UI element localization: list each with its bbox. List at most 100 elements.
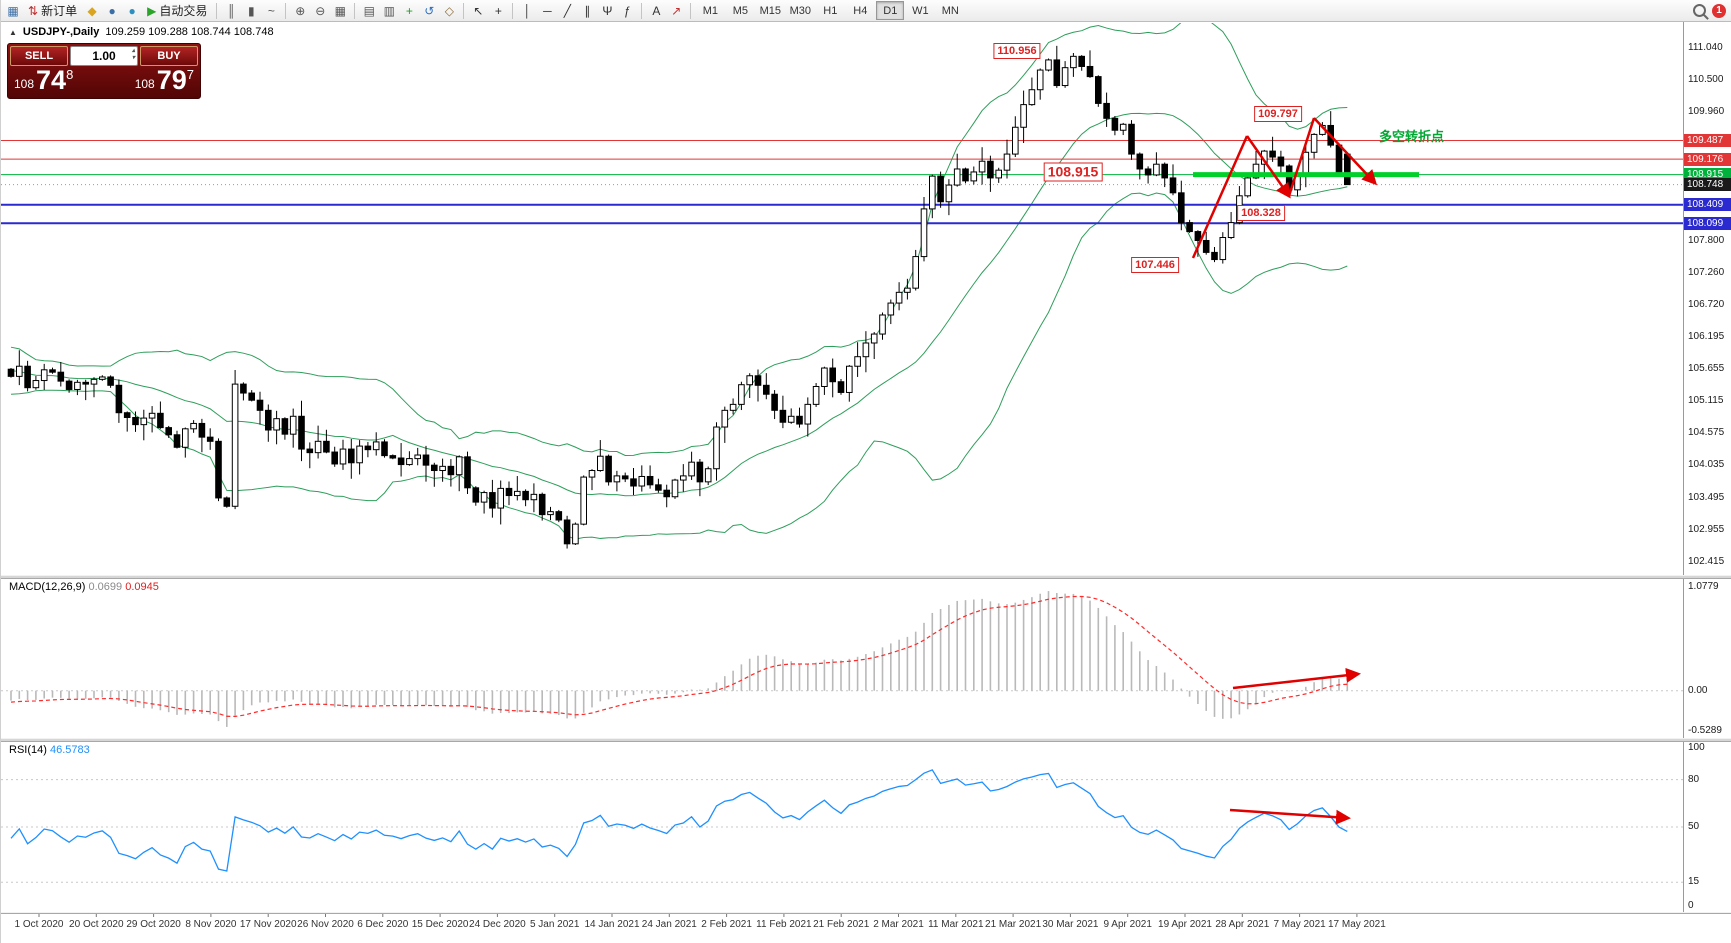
market-watch-icon[interactable]: ● [108, 3, 116, 18]
date-label: 2 Mar 2021 [873, 919, 924, 930]
navigator-icon[interactable]: ● [128, 3, 136, 18]
notification-badge[interactable]: 1 [1712, 3, 1726, 18]
date-label: 20 Oct 2020 [69, 919, 124, 930]
arrows-icon[interactable]: ↗ [671, 3, 682, 18]
rsi-scale-label: 50 [1688, 821, 1700, 832]
tile-windows-icon[interactable]: ▦ [334, 3, 346, 18]
pitchfork-icon[interactable]: Ψ [602, 3, 613, 18]
price-axis-label: 111.040 [1688, 42, 1723, 53]
date-label: 24 Jan 2021 [641, 919, 697, 930]
price-tag-109.487: 109.487 [1684, 134, 1731, 148]
price-axis-label: 105.115 [1688, 395, 1724, 407]
rsi-scale-label: 80 [1688, 773, 1700, 785]
candles-layer [7, 45, 1351, 549]
timeframe-m5[interactable]: M5 [732, 4, 748, 17]
price-tag-109.176: 109.176 [1684, 152, 1731, 166]
price-axis-label: 105.655 [1688, 362, 1725, 374]
arrange-windows-icon[interactable]: ▤ [363, 3, 375, 18]
timeframe-w1[interactable]: W1 [912, 4, 929, 17]
trendline-icon[interactable]: ╱ [563, 3, 571, 18]
timeframe-m30[interactable]: M30 [789, 4, 812, 17]
metaeditor-icon[interactable]: ◆ [87, 3, 97, 18]
collapse-icon[interactable]: ▲ [9, 27, 17, 37]
autotrading-button-label: 自动交易 [159, 4, 208, 18]
templates-icon[interactable]: ◇ [444, 3, 454, 18]
volume-spinner[interactable]: ▴ ▾ [132, 48, 135, 62]
cursor-icon[interactable]: ↖ [473, 3, 484, 18]
date-label: 24 Dec 2020 [469, 919, 526, 930]
main-price-panel [1, 23, 1683, 549]
macd-histogram [10, 591, 1349, 727]
volume-value: 1.00 [92, 49, 116, 63]
candlestick-icon[interactable]: ▮ [248, 3, 255, 18]
price-axis-label: 110.500 [1688, 74, 1724, 86]
toolbar-separator [354, 2, 356, 19]
price-axis-label: 103.495 [1688, 491, 1725, 503]
date-label: 1 Oct 2020 [14, 919, 64, 930]
rsi-scale-label: 100 [1688, 742, 1705, 753]
sell-button[interactable]: SELL [10, 46, 68, 66]
new-order-button[interactable]: ⇅ 新订单 [23, 2, 82, 20]
timeframe-h4[interactable]: H4 [853, 4, 868, 17]
new-chart-icon[interactable]: ▦ [7, 3, 19, 18]
macd-signal-line [10, 595, 1348, 718]
date-label: 28 Apr 2021 [1215, 919, 1270, 930]
toolbar-separator [641, 2, 643, 19]
fibonacci-icon[interactable]: ƒ [623, 3, 631, 18]
bollinger-upper-band [10, 23, 1348, 457]
new-order-button-label: 新订单 [41, 4, 78, 18]
search-icon[interactable] [1693, 4, 1706, 17]
toolbar-right: 1 [1693, 3, 1731, 18]
price-axis-label: 107.800 [1688, 235, 1725, 247]
timeframe-h1[interactable]: H1 [823, 4, 838, 17]
volume-input[interactable]: 1.00 ▴ ▾ [70, 46, 138, 66]
ask-price[interactable]: 108 79 7 [134, 65, 194, 95]
autotrading-button[interactable]: ▶ 自动交易 [142, 2, 212, 20]
buy-button[interactable]: BUY [140, 46, 198, 66]
bid-price[interactable]: 108 74 8 [14, 65, 74, 95]
bar-chart-icon[interactable]: ║ [227, 3, 236, 18]
volume-up-icon[interactable]: ▴ [131, 48, 135, 54]
vertical-line-icon[interactable]: │ [523, 3, 532, 18]
date-label: 11 Mar 2021 [928, 919, 984, 930]
price-axis-label: 106.720 [1688, 299, 1725, 311]
price-axis-label: 104.575 [1688, 427, 1725, 439]
price-tag-108.409: 108.409 [1684, 198, 1731, 212]
rsi-splitter[interactable] [1, 738, 1731, 742]
date-label: 9 Apr 2021 [1103, 919, 1152, 930]
symbol-ohlc: 109.259 109.288 108.744 108.748 [105, 26, 274, 38]
new-order-button-icon: ⇅ [28, 3, 39, 18]
rsi-scale-label: 0 [1688, 900, 1694, 911]
channel-icon[interactable]: ∥ [584, 3, 591, 18]
annotation-swing-low: 107.446 [1131, 257, 1179, 273]
timeframe-m1[interactable]: M1 [702, 4, 718, 17]
date-label: 21 Mar 2021 [985, 919, 1042, 930]
date-label: 7 May 2021 [1273, 919, 1326, 930]
crosshair-icon[interactable]: + [494, 3, 502, 18]
toolbar-separator [690, 2, 692, 19]
line-chart-icon[interactable]: ~ [267, 3, 275, 18]
toolbar-separator [285, 2, 287, 19]
date-label: 30 Mar 2021 [1042, 919, 1099, 930]
zoom-out-icon[interactable]: ⊖ [315, 3, 326, 18]
volume-down-icon[interactable]: ▾ [131, 55, 135, 61]
zoom-in-icon[interactable]: ⊕ [295, 3, 306, 18]
toolbar-separator [463, 2, 465, 19]
timeframe-m15[interactable]: M15 [759, 4, 782, 17]
symbol-name: USDJPY-,Daily [22, 26, 100, 38]
price-tag-108.748: 108.748 [1684, 178, 1731, 192]
timeframe-d1[interactable]: D1 [876, 1, 905, 20]
price-axis-label: 104.035 [1688, 459, 1725, 471]
horizontal-line-icon[interactable]: ─ [543, 3, 552, 18]
trend-arrow-up-1 [1191, 135, 1249, 259]
shift-chart-icon[interactable]: ▥ [383, 3, 395, 18]
text-icon[interactable]: A [652, 3, 661, 18]
rsi-scale-label: 15 [1688, 876, 1700, 888]
annotation-pullback-low: 108.328 [1237, 205, 1285, 221]
macd-splitter[interactable] [1, 575, 1731, 579]
periods-icon[interactable]: ↺ [424, 3, 435, 18]
timeframe-mn[interactable]: MN [941, 4, 959, 17]
indicators-icon[interactable]: + [405, 3, 413, 18]
